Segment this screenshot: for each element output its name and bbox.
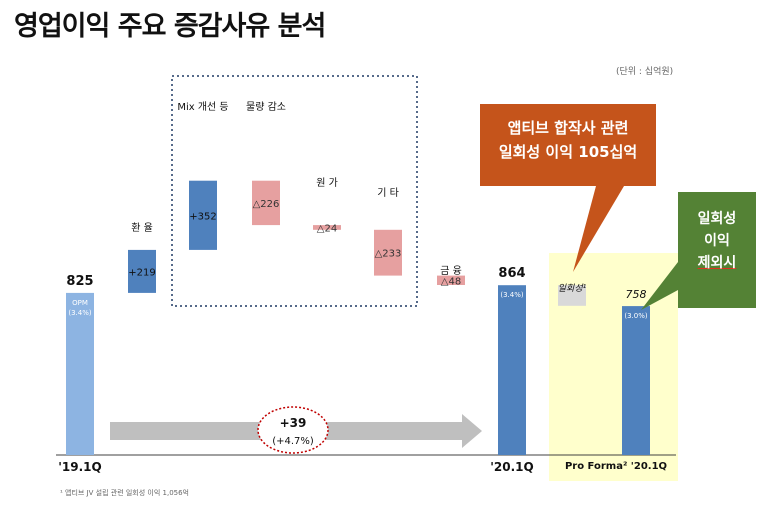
callout-line: 이익: [704, 233, 730, 249]
waterfall-bar: [622, 306, 650, 455]
waterfall-bar: [66, 292, 94, 455]
bar-value-label: 864: [498, 266, 525, 281]
x-axis-label: '20.1Q: [490, 460, 533, 474]
bar-value-label: △226: [253, 199, 280, 210]
category-label: 원 가: [316, 177, 338, 189]
waterfall-bar: [498, 285, 526, 455]
waterfall-bar: [189, 180, 217, 250]
x-axis-label: '19.1Q: [58, 460, 101, 474]
category-label: 환 율: [131, 222, 153, 234]
category-label: 일회성¹: [558, 283, 587, 294]
callout-line: 일회성: [697, 211, 737, 227]
growth-value-label: +39: [280, 416, 307, 430]
orange-callout-pointer: [573, 186, 624, 272]
category-label: 기 타: [377, 187, 399, 199]
category-label: Mix 개선 등: [177, 101, 228, 113]
one-off-callout: 앱티브 합작사 관련 일회성 이익 105십억: [480, 104, 656, 186]
bar-sub-label: OPM: [72, 299, 88, 307]
excluding-callout: 일회성 이익 제외시: [678, 192, 756, 308]
waterfall-bar: [128, 249, 156, 293]
bar-value-label: 758: [626, 288, 647, 301]
bar-value-label: +219: [128, 267, 155, 278]
x-axis-label: Pro Forma² '20.1Q: [565, 461, 667, 472]
operating-factors-box: [171, 75, 418, 307]
unit-label: (단위 : 십억원): [616, 67, 674, 77]
bar-value-label: 825: [66, 274, 93, 289]
bar-sub-value-label: (3.4%): [68, 309, 92, 317]
callout-line: 앱티브 합작사 관련: [507, 119, 629, 137]
bar-sub-value-label: (3.0%): [624, 312, 648, 320]
callout-line: 일회성 이익 105십억: [498, 143, 638, 161]
bar-sub-value-label: (3.4%): [500, 291, 524, 299]
footnote: ¹ 앱티브 JV 설립 관련 일회성 이익 1,056억: [60, 489, 189, 497]
bar-value-label: △24: [317, 223, 337, 234]
bar-value-label: △48: [441, 276, 461, 287]
callout-line: 제외시: [697, 255, 737, 271]
bar-value-label: +352: [189, 211, 216, 222]
category-label: 물량 감소: [246, 101, 286, 113]
waterfall-bar: [437, 275, 465, 285]
growth-pct-label: (+4.7%): [272, 436, 314, 447]
waterfall-bar: [313, 225, 341, 230]
page-title: 영업이익 주요 증감사유 분석: [14, 11, 326, 42]
green-callout-pointer: [641, 262, 678, 310]
waterfall-bar: [252, 180, 280, 226]
waterfall-bar: [558, 285, 586, 306]
bar-value-label: △233: [375, 249, 402, 260]
growth-ellipse: [257, 406, 329, 454]
category-label: 금 융: [440, 265, 462, 277]
waterfall-bar: [374, 229, 402, 276]
